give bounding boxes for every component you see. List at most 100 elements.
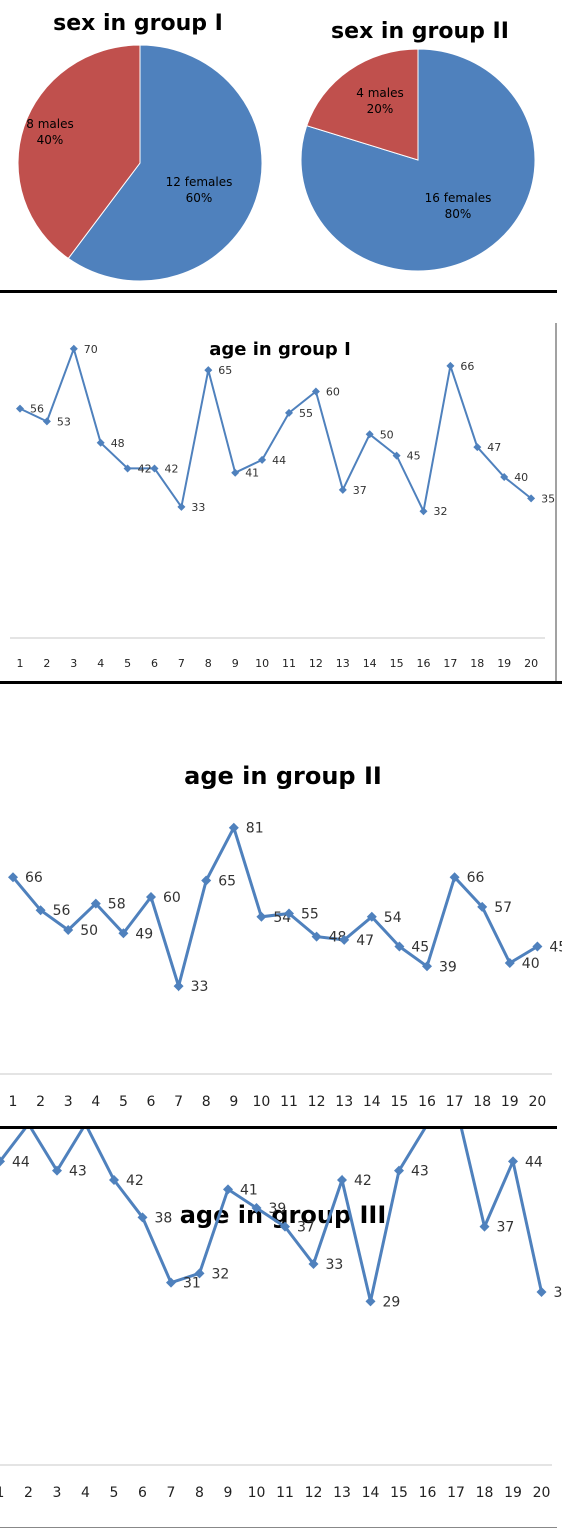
data-label: 48	[41, 1129, 59, 1133]
data-point	[477, 901, 488, 912]
x-tick-label: 13	[335, 1094, 353, 1110]
data-label: 58	[108, 897, 126, 913]
data-label: 41	[245, 467, 259, 480]
data-label: 56	[30, 403, 44, 416]
data-point	[338, 485, 347, 494]
separator-line	[0, 290, 557, 293]
x-tick-label: 18	[473, 1094, 491, 1110]
data-label: 55	[299, 407, 313, 420]
data-point	[449, 872, 460, 883]
data-point	[204, 366, 213, 375]
slice-label: 16 females	[425, 191, 492, 205]
data-point	[231, 468, 240, 477]
data-point	[8, 872, 18, 883]
data-point	[504, 958, 515, 968]
slice-percent: 80%	[445, 207, 472, 221]
data-point	[177, 502, 186, 511]
chart-title: age in group I	[209, 339, 351, 360]
data-label: 50	[80, 923, 98, 939]
line-series: 4448434842383132413937334229434850374430…	[0, 1129, 562, 1501]
data-label: 37	[353, 484, 367, 497]
data-label: 33	[191, 501, 205, 514]
data-label: 32	[434, 505, 448, 518]
data-label: 42	[165, 462, 179, 475]
x-tick-label: 1	[0, 1485, 4, 1501]
data-point	[90, 898, 101, 909]
x-tick-label: 2	[43, 657, 50, 670]
data-label: 49	[135, 926, 153, 942]
pie-slice	[306, 48, 419, 161]
data-point	[35, 905, 46, 916]
data-point	[365, 430, 374, 439]
data-label: 45	[407, 450, 421, 463]
slice-label: 12 females	[166, 175, 233, 189]
data-point	[63, 925, 74, 935]
x-tick-label: 18	[470, 657, 484, 670]
chart-title: sex in group II	[331, 19, 509, 44]
data-label: 44	[272, 454, 286, 467]
x-tick-label: 12	[305, 1485, 323, 1501]
x-tick-label: 9	[232, 657, 239, 670]
data-label: 37	[297, 1220, 315, 1236]
x-tick-label: 5	[119, 1094, 128, 1110]
data-label: 60	[326, 386, 340, 399]
x-tick-label: 14	[362, 1485, 380, 1501]
data-label: 30	[554, 1285, 562, 1301]
data-point	[394, 1165, 404, 1176]
data-point	[527, 494, 536, 503]
data-label: 55	[301, 907, 319, 923]
data-label: 31	[183, 1276, 201, 1292]
data-point	[146, 892, 156, 902]
x-tick-label: 4	[91, 1094, 100, 1110]
data-label: 44	[525, 1154, 543, 1170]
data-point	[284, 908, 294, 919]
data-point	[392, 451, 401, 460]
x-tick-label: 13	[333, 1485, 351, 1501]
series-line	[0, 1129, 543, 1302]
x-tick-label: 5	[110, 1485, 119, 1501]
x-tick-label: 14	[363, 1094, 381, 1110]
x-tick-label: 12	[308, 1094, 326, 1110]
data-label: 33	[191, 979, 209, 995]
data-label: 48	[98, 1129, 116, 1133]
data-label: 42	[138, 462, 152, 475]
x-tick-label: 9	[224, 1485, 233, 1501]
data-label: 37	[497, 1220, 515, 1236]
data-point	[52, 1165, 62, 1176]
x-tick-label: 11	[276, 1485, 294, 1501]
data-point	[311, 387, 320, 396]
data-label: 33	[326, 1257, 344, 1273]
data-point	[311, 931, 322, 942]
data-point	[500, 473, 509, 481]
x-tick-label: 17	[446, 1094, 464, 1110]
data-label: 60	[163, 890, 181, 906]
data-point	[194, 1268, 205, 1279]
x-tick-label: 7	[174, 1094, 183, 1110]
data-label: 45	[549, 940, 562, 956]
slice-percent: 60%	[186, 191, 213, 205]
x-tick-label: 3	[53, 1485, 62, 1501]
x-tick-label: 4	[97, 657, 104, 670]
data-label: 65	[218, 364, 232, 377]
data-label: 42	[126, 1173, 144, 1189]
data-point	[337, 1175, 347, 1185]
data-label: 39	[439, 959, 457, 975]
series-line	[19, 345, 532, 515]
separator-line	[0, 681, 562, 684]
x-tick-label: 6	[147, 1094, 156, 1110]
x-tick-label: 16	[418, 1094, 436, 1110]
data-label: 66	[25, 870, 43, 886]
data-point	[419, 507, 428, 516]
chart-title: sex in group I	[53, 11, 223, 36]
pie-chart-group-2: sex in group II 16 females 80% 4 males 20%	[300, 19, 536, 272]
data-point	[223, 1184, 233, 1195]
x-tick-label: 18	[476, 1485, 494, 1501]
data-label: 54	[384, 910, 402, 926]
data-point	[0, 1156, 5, 1167]
data-label: 66	[467, 870, 485, 886]
data-label: 48	[440, 1129, 458, 1133]
data-label: 47	[356, 933, 374, 949]
